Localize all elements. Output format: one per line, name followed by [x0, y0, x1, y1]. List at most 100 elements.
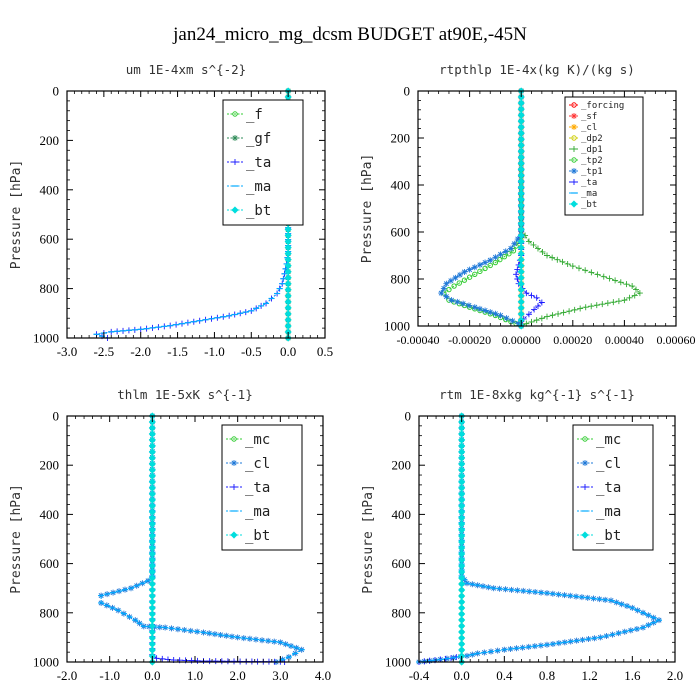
legend-item-ma: _ma — [577, 504, 621, 520]
x-tick-label: -1.0 — [99, 668, 120, 683]
data-point — [471, 304, 478, 311]
y-tick-label: 1000 — [33, 655, 59, 670]
legend-item-cl: _cl — [226, 456, 270, 472]
data-point — [458, 466, 466, 474]
data-point — [623, 281, 630, 288]
series-bt — [517, 87, 525, 330]
data-point — [460, 300, 467, 307]
data-point — [148, 472, 156, 480]
legend-label: _bt — [596, 528, 621, 544]
data-point — [539, 248, 546, 255]
x-tick-label: 0.00060 — [657, 333, 696, 347]
legend-item-bt: _bt — [227, 203, 271, 219]
legend: _mc _cl _ta _ma _bt — [572, 424, 654, 551]
legend-item-mc: _mc — [226, 432, 270, 448]
data-point — [492, 259, 499, 266]
x-tick-label: 0.8 — [539, 668, 555, 683]
data-point — [148, 616, 156, 624]
y-tick-label: 200 — [40, 133, 60, 148]
data-point — [451, 283, 457, 289]
data-point — [615, 298, 622, 305]
legend-marker — [571, 113, 577, 119]
data-point — [514, 266, 521, 273]
legend-box — [564, 96, 644, 216]
legend: _mc _cl _ta _ma _bt — [221, 424, 303, 551]
legend-marker — [571, 124, 577, 130]
data-point — [148, 598, 156, 606]
legend-label: _bt — [246, 203, 271, 219]
panel-3: thlm 1E-5xK s^{-1} Pressure [hPa] -2.0 -1.0… — [9, 387, 331, 683]
data-point — [458, 520, 466, 528]
data-point — [456, 271, 463, 278]
legend-item-bt: _bt — [577, 528, 621, 544]
legend-label: _mc — [596, 432, 621, 448]
legend: _forcing_sf_cl_dp2_dp1_tp2_tp1_ta_ma_bt — [564, 96, 644, 216]
data-point — [528, 292, 535, 299]
legend-label: _ta — [246, 155, 271, 171]
y-tick-label: 1000 — [384, 319, 410, 334]
legend-marker — [582, 460, 588, 466]
data-point — [458, 640, 466, 648]
legend-label: _ma — [246, 179, 271, 195]
data-point — [148, 640, 156, 648]
y-tick-label: 800 — [40, 605, 60, 620]
panel-title: um 1E-4xm s^{-2} — [126, 62, 246, 77]
data-point — [509, 317, 516, 324]
legend-marker — [571, 135, 577, 141]
panel-title: rtm 1E-8xkg kg^{-1} s^{-1} — [439, 387, 635, 402]
y-tick-label: 0 — [404, 84, 411, 99]
data-point — [566, 308, 573, 315]
legend-box — [572, 424, 654, 551]
data-point — [148, 520, 156, 528]
legend-label: _cl — [581, 123, 597, 133]
legend-item-ta: _ta — [569, 178, 597, 188]
data-point — [582, 267, 589, 274]
data-point — [482, 265, 488, 272]
legend-label: _sf — [581, 112, 597, 122]
legend-label: _ma — [245, 504, 270, 520]
x-tick-label: 1.0 — [187, 668, 203, 683]
data-point — [148, 634, 156, 642]
legend-marker — [571, 168, 577, 174]
data-point — [482, 259, 489, 266]
legend-item-ma: _ma — [226, 504, 270, 520]
data-point — [599, 301, 606, 308]
legend-marker — [231, 460, 237, 466]
data-point — [582, 304, 589, 311]
legend-marker — [232, 159, 238, 165]
legend-item-mc: _mc — [577, 432, 621, 448]
x-tick-label: -0.4 — [409, 668, 430, 683]
plot-frame — [66, 90, 326, 339]
data-point — [492, 254, 499, 261]
data-point — [631, 292, 638, 299]
x-tick-label: 0.00000 — [502, 333, 541, 347]
data-point — [458, 610, 466, 618]
y-tick-label: 800 — [40, 281, 60, 296]
data-point — [533, 317, 540, 324]
data-point — [549, 254, 556, 261]
x-tick-label: 1.2 — [582, 668, 598, 683]
legend-item-f: _f — [227, 107, 263, 123]
legend-item-sf: _sf — [569, 112, 597, 122]
y-tick-label: 200 — [40, 458, 60, 473]
legend-label: _ma — [596, 504, 621, 520]
data-point — [458, 646, 466, 654]
data-point — [458, 484, 466, 492]
y-tick-label: 0 — [53, 84, 60, 99]
data-point — [212, 658, 219, 665]
data-point — [188, 657, 195, 664]
data-point — [617, 279, 624, 286]
x-tick-label: -1.5 — [167, 344, 188, 359]
legend-label: _bt — [245, 528, 270, 544]
legend-marker — [230, 531, 238, 539]
data-point — [443, 280, 450, 287]
data-point — [466, 266, 473, 273]
series-bt — [458, 412, 466, 666]
data-point — [534, 303, 541, 310]
legend-item-bt: _bt — [226, 528, 270, 544]
data-point — [626, 294, 633, 301]
y-axis-label: Pressure [hPa] — [361, 484, 376, 594]
x-tick-label: -3.0 — [57, 344, 78, 359]
series-ta — [416, 413, 465, 665]
legend-label: _mc — [245, 432, 270, 448]
